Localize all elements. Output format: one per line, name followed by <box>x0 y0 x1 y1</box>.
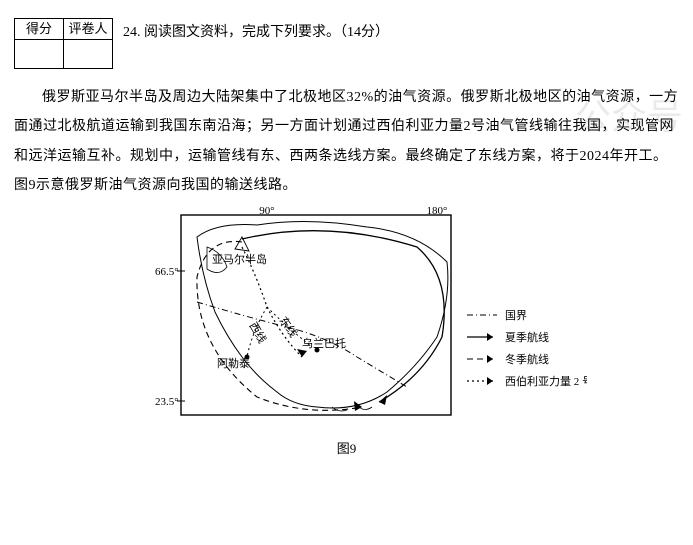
label-ulan: 乌兰巴托 <box>302 336 346 350</box>
figure-caption: 图9 <box>14 439 679 459</box>
label-yamal: 亚马尔半岛 <box>212 252 267 266</box>
score-header: 得分 <box>15 19 64 40</box>
legend-border: 国界 <box>505 309 527 322</box>
question-text: 阅读图文资料，完成下列要求。（14分） <box>144 25 389 40</box>
coord-lon2: 180° <box>426 207 447 217</box>
figure-map: 亚马尔半岛 西线 东线 阿勒泰 乌兰巴托 90° 180° 66.5° 23.5… <box>107 207 587 437</box>
label-west: 西线 <box>246 319 269 345</box>
grader-header: 评卷人 <box>64 19 113 40</box>
label-east: 东线 <box>276 313 300 339</box>
question-number: 24. <box>123 25 141 40</box>
coord-lat2: 23.5° <box>155 396 179 408</box>
header-row: 得分 评卷人 24. 阅读图文资料，完成下列要求。（14分） <box>14 18 679 69</box>
score-cell <box>15 40 64 69</box>
question-title: 24. 阅读图文资料，完成下列要求。（14分） <box>123 18 389 43</box>
coord-lat1: 66.5° <box>155 266 179 278</box>
coord-lon1: 90° <box>259 207 274 217</box>
grader-cell <box>64 40 113 69</box>
passage-text: 俄罗斯亚马尔半岛及周边大陆架集中了北极地区32%的油气资源。俄罗斯北极地区的油气… <box>14 83 679 201</box>
legend: 国界 夏季航线 冬季航线 西伯利亚力量 2 号线 <box>467 309 587 388</box>
legend-pipe: 西伯利亚力量 2 号线 <box>505 374 587 388</box>
score-table: 得分 评卷人 <box>14 18 113 69</box>
legend-summer: 夏季航线 <box>505 330 549 344</box>
figure-wrap: 亚马尔半岛 西线 东线 阿勒泰 乌兰巴托 90° 180° 66.5° 23.5… <box>14 207 679 437</box>
label-aletai: 阿勒泰 <box>217 356 250 370</box>
legend-winter: 冬季航线 <box>505 352 549 366</box>
